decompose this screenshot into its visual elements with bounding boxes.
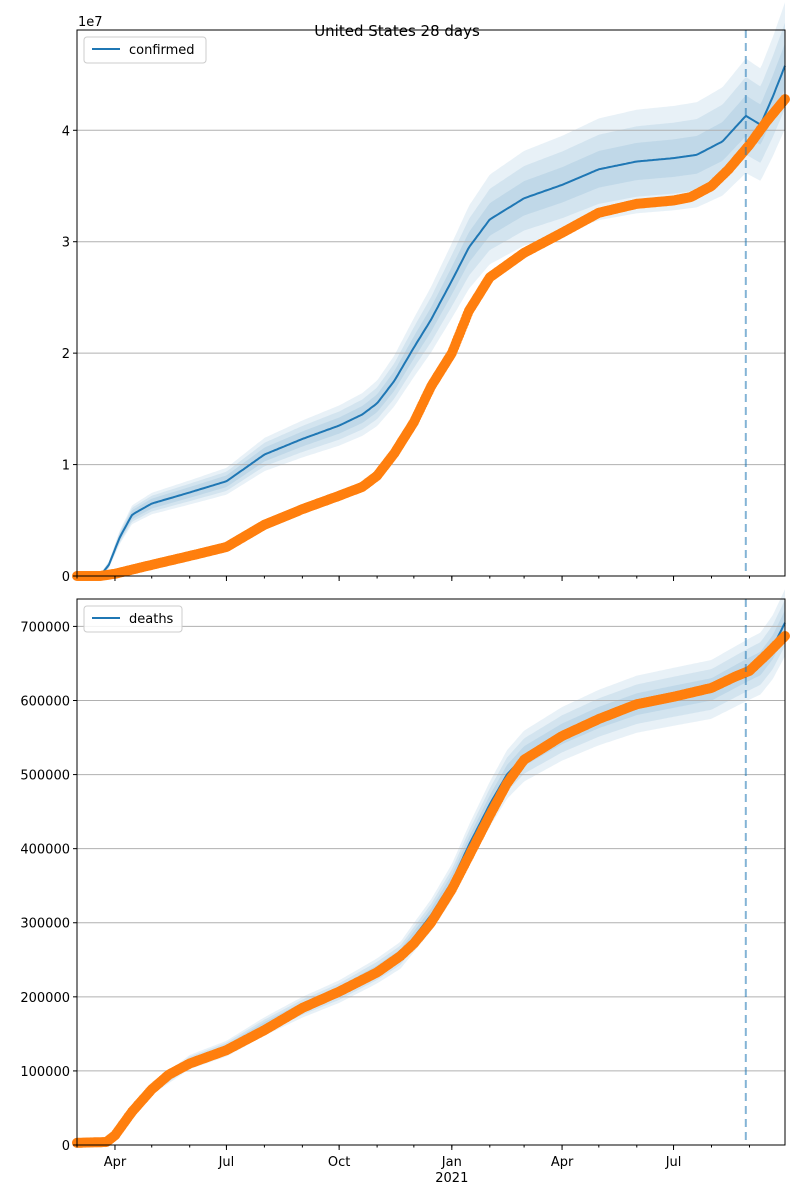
y-tick-label: 300000 — [20, 917, 70, 932]
deaths-axes-frame — [76, 598, 786, 1146]
confirmed-observed-points — [72, 94, 790, 581]
deaths-legend: deaths — [83, 605, 183, 633]
confirmed-uncertainty-bands — [77, 2, 785, 577]
y-tick-label: 4 — [62, 124, 70, 139]
confirmed-model-line — [77, 65, 786, 577]
deaths-legend-label: deaths — [129, 612, 174, 627]
confirmed-legend-label: confirmed — [129, 43, 195, 58]
confirmed-x-ticks — [76, 576, 750, 581]
uncertainty-band — [77, 22, 785, 577]
x-tick-label: Jul — [218, 1155, 235, 1170]
y-tick-label: 2 — [62, 347, 70, 362]
deaths-axes: 0 100000 200000 300000 400000 500000 600000 700… — [20, 589, 790, 1186]
x-tick-label: Jan — [441, 1155, 462, 1170]
x-tick-label: Apr — [104, 1155, 127, 1170]
y-tick-label: 700000 — [20, 620, 70, 635]
y-tick-label: 500000 — [20, 769, 70, 784]
x-year-label: 2021 — [435, 1171, 468, 1186]
confirmed-y-ticks: 0 1 2 3 4 — [62, 124, 77, 585]
confirmed-gridlines — [77, 129, 785, 466]
y-tick-label: 1 — [62, 459, 70, 474]
x-tick-label: Jul — [665, 1155, 682, 1170]
deaths-x-ticks: Apr Jul Oct Jan Apr Jul 2021 — [76, 1145, 750, 1186]
y-tick-label: 0 — [62, 1139, 70, 1154]
y-tick-label: 400000 — [20, 843, 70, 858]
x-tick-label: Apr — [551, 1155, 574, 1170]
uncertainty-band — [77, 2, 785, 576]
uncertainty-band — [77, 43, 785, 576]
figure-title: United States 28 days — [314, 22, 480, 40]
y-tick-label: 3 — [62, 236, 70, 251]
y-tick-label: 100000 — [20, 1065, 70, 1080]
confirmed-y-offset-text: 1e7 — [78, 15, 103, 30]
deaths-y-ticks: 0 100000 200000 300000 400000 500000 600000 700… — [20, 620, 77, 1154]
confirmed-axes: 0 1 2 3 4 1e7 confirmed — [62, 2, 790, 585]
y-tick-label: 600000 — [20, 694, 70, 709]
confirmed-axes-frame — [76, 29, 786, 577]
y-tick-label: 0 — [62, 570, 70, 585]
y-tick-label: 200000 — [20, 991, 70, 1006]
confirmed-legend: confirmed — [83, 36, 207, 64]
uncertainty-band — [77, 589, 785, 1145]
deaths-observed-points — [72, 631, 790, 1148]
x-tick-label: Oct — [328, 1155, 350, 1170]
